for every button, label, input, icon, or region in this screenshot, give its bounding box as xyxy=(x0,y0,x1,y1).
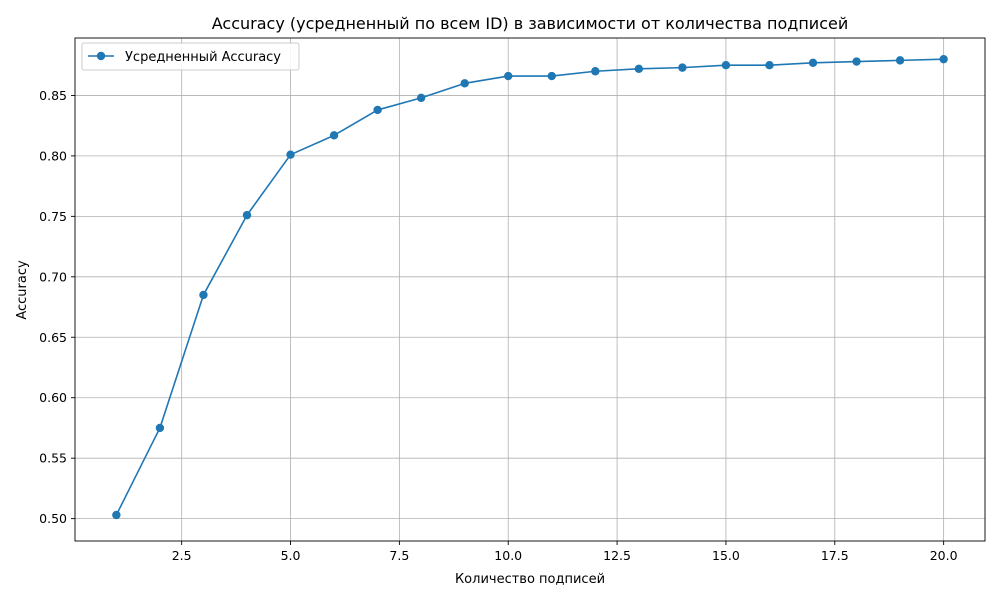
y-axis-label: Accuracy xyxy=(15,260,30,320)
data-point xyxy=(678,63,687,72)
legend-frame xyxy=(81,42,300,71)
y-tick-label: 0.75 xyxy=(39,209,67,224)
legend-label: Усредненный Accuracy xyxy=(125,50,281,65)
x-tick-label: 5.0 xyxy=(281,548,301,563)
data-point xyxy=(286,150,295,159)
data-point xyxy=(591,67,600,76)
series-line xyxy=(115,58,944,516)
x-tick-label: 7.5 xyxy=(389,548,409,563)
data-point xyxy=(373,105,382,115)
y-tick-label: 0.60 xyxy=(39,390,67,405)
x-tick-label: 15.0 xyxy=(712,548,740,563)
x-tick-label: 10.0 xyxy=(494,548,522,563)
data-point xyxy=(939,54,948,64)
y-tick-label: 0.80 xyxy=(39,148,67,163)
chart-legend: Усредненный Accuracy xyxy=(81,42,300,71)
data-point xyxy=(895,56,905,65)
x-axis-label: Количество подписей xyxy=(455,572,605,587)
data-point xyxy=(547,71,556,81)
chart-title: Accuracy (усредненный по всем ID) в зави… xyxy=(212,14,849,33)
legend-marker-sample xyxy=(96,51,106,61)
data-point xyxy=(112,510,121,520)
data-point xyxy=(199,290,208,300)
y-tick-label: 0.70 xyxy=(39,269,67,284)
y-tick-label: 0.50 xyxy=(39,511,67,526)
x-tick-label: 12.5 xyxy=(603,548,631,563)
x-tick-label: 2.5 xyxy=(172,548,192,563)
data-point xyxy=(329,131,339,140)
axis-layer: 2.5 5.0 7.5 10.0 12.5 15.0 17.5 20.0 0.50 0.55 0.6… xyxy=(39,37,986,563)
data-point xyxy=(765,61,774,70)
data-point xyxy=(460,79,469,88)
y-tick-label: 0.55 xyxy=(39,451,67,466)
x-tick-label: 17.5 xyxy=(821,548,849,563)
data-point xyxy=(721,61,731,70)
data-point xyxy=(852,57,861,66)
plot-frame xyxy=(74,37,986,542)
data-point xyxy=(155,423,165,433)
grid-layer xyxy=(75,38,985,541)
y-tick-label: 0.65 xyxy=(39,330,67,345)
y-tick-label: 0.85 xyxy=(39,88,67,103)
data-point xyxy=(634,64,644,74)
data-point xyxy=(504,71,513,81)
data-point xyxy=(808,58,818,67)
plot-layer xyxy=(112,54,948,520)
data-point xyxy=(416,93,426,103)
data-point xyxy=(242,210,252,220)
x-tick-label: 20.0 xyxy=(930,548,958,563)
